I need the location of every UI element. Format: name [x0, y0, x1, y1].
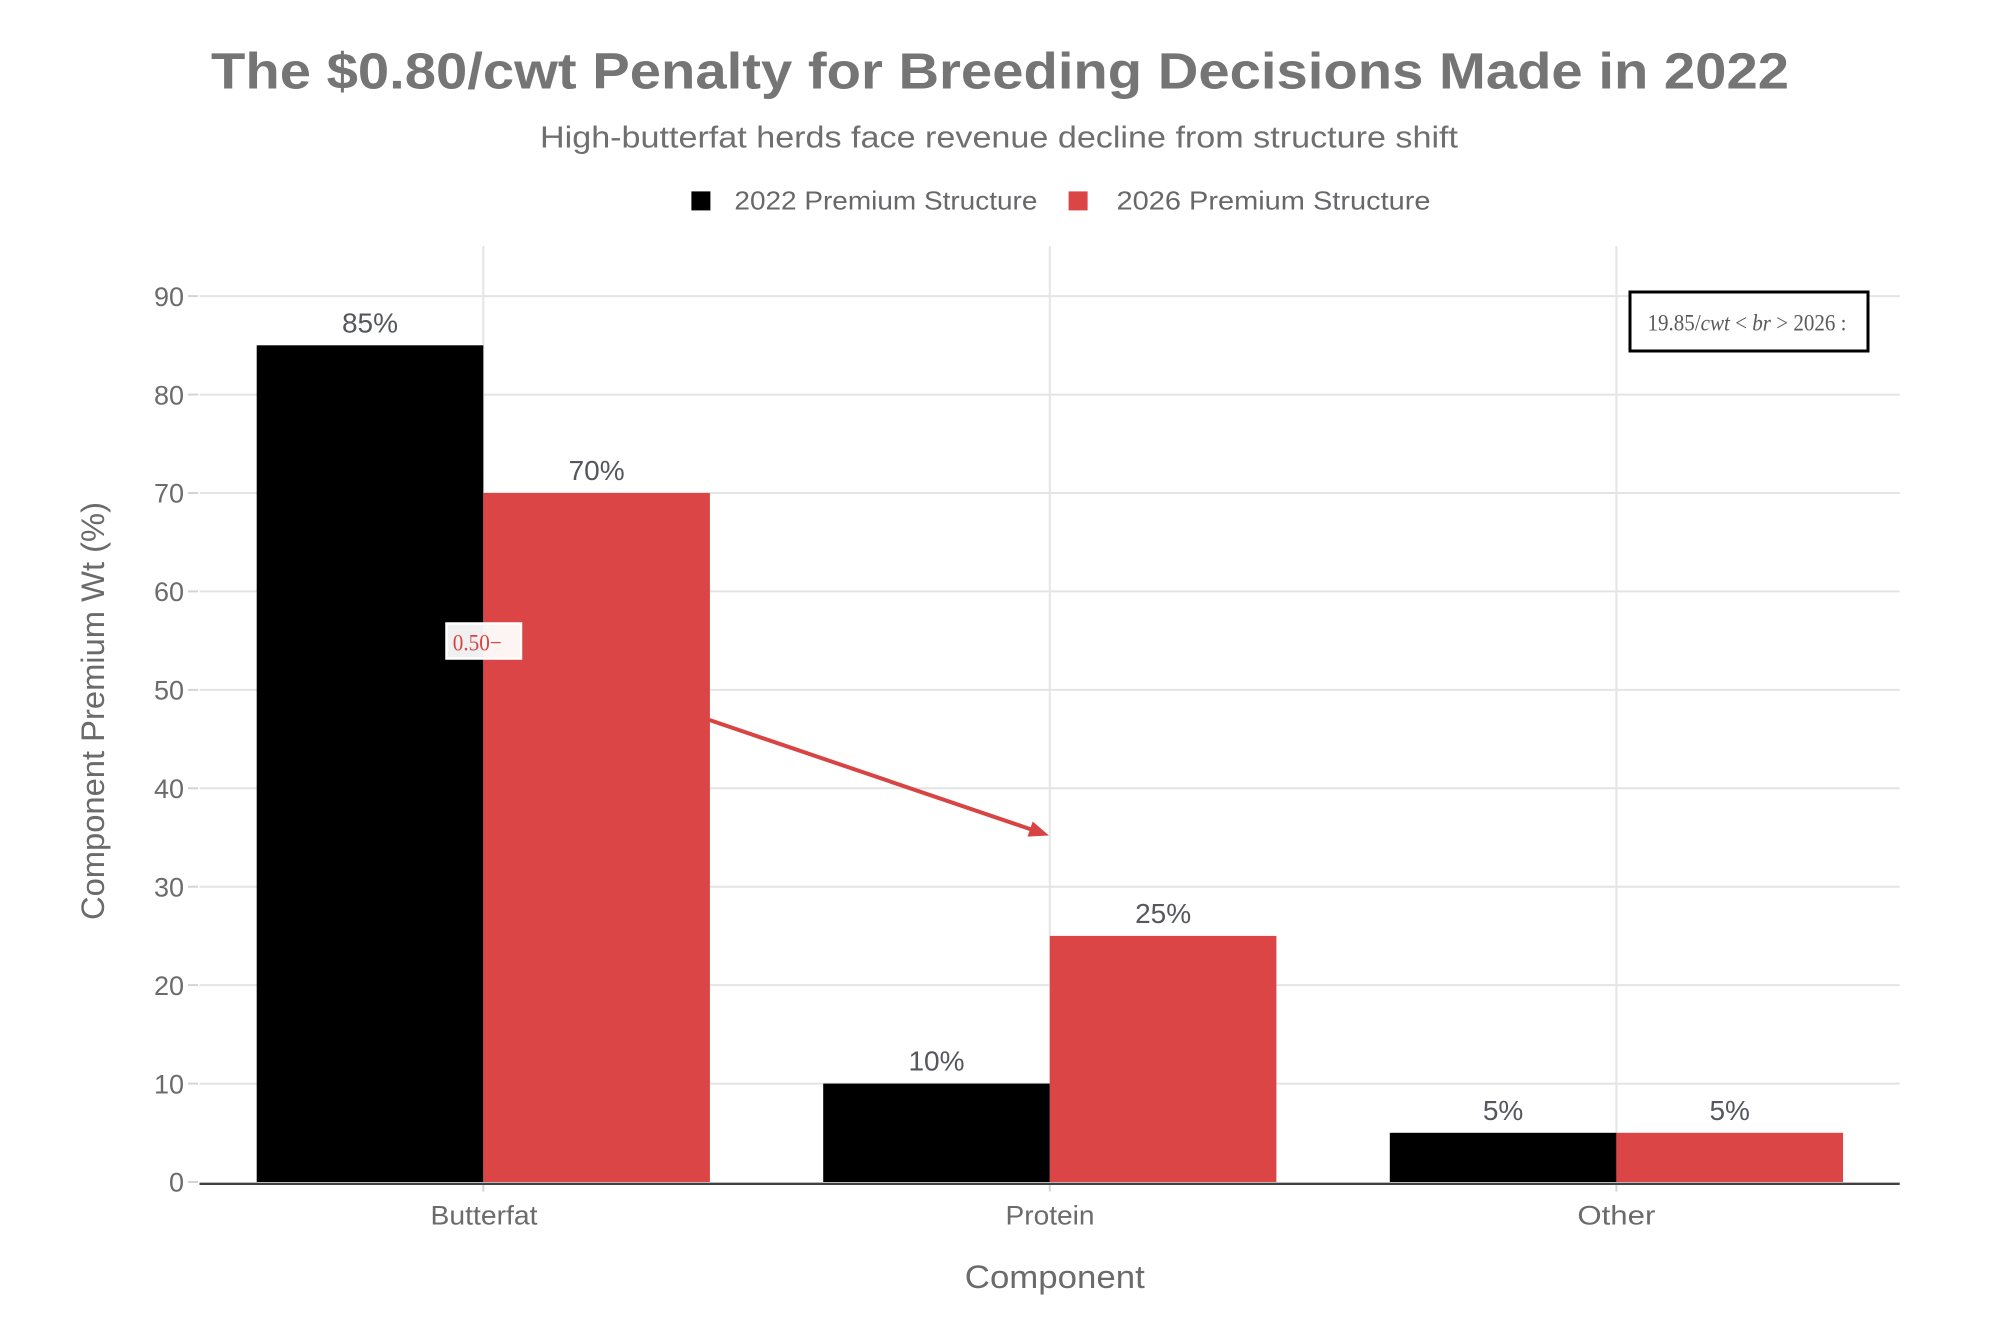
svg-text:30: 30: [154, 872, 184, 902]
svg-text:10%: 10%: [908, 1046, 964, 1077]
svg-text:10: 10: [154, 1069, 184, 1099]
svg-text:Butterfat: Butterfat: [431, 1201, 539, 1231]
svg-text:70: 70: [154, 479, 184, 509]
svg-text:25%: 25%: [1135, 898, 1191, 929]
svg-text:5%: 5%: [1709, 1095, 1749, 1126]
svg-text:60: 60: [154, 577, 184, 607]
svg-text:0: 0: [169, 1168, 184, 1198]
svg-text:Component: Component: [965, 1259, 1145, 1295]
svg-text:2022 Premium Structure: 2022 Premium Structure: [734, 186, 1037, 216]
svg-text:High-butterfat herds face reve: High-butterfat herds face revenue declin…: [540, 120, 1458, 155]
svg-text:Component Premium Wt (%): Component Premium Wt (%): [75, 502, 111, 920]
svg-text:40: 40: [154, 774, 184, 804]
svg-text:80: 80: [154, 380, 184, 410]
svg-text:19.85/cwt < br > 2026 :: 19.85/cwt < br > 2026 :: [1648, 311, 1847, 336]
svg-text:The $0.80/cwt Penalty for Bree: The $0.80/cwt Penalty for Breeding Decis…: [211, 42, 1789, 99]
svg-text:5%: 5%: [1483, 1095, 1523, 1126]
svg-text:20: 20: [154, 971, 184, 1001]
svg-text:50: 50: [154, 676, 184, 706]
svg-text:Protein: Protein: [1006, 1201, 1095, 1231]
svg-text:90: 90: [154, 282, 184, 312]
svg-text:85%: 85%: [342, 307, 398, 338]
svg-text:Other: Other: [1577, 1201, 1655, 1231]
svg-text:70%: 70%: [569, 455, 625, 486]
svg-text:0.50−: 0.50−: [453, 631, 502, 657]
svg-text:2026 Premium Structure: 2026 Premium Structure: [1117, 186, 1431, 216]
